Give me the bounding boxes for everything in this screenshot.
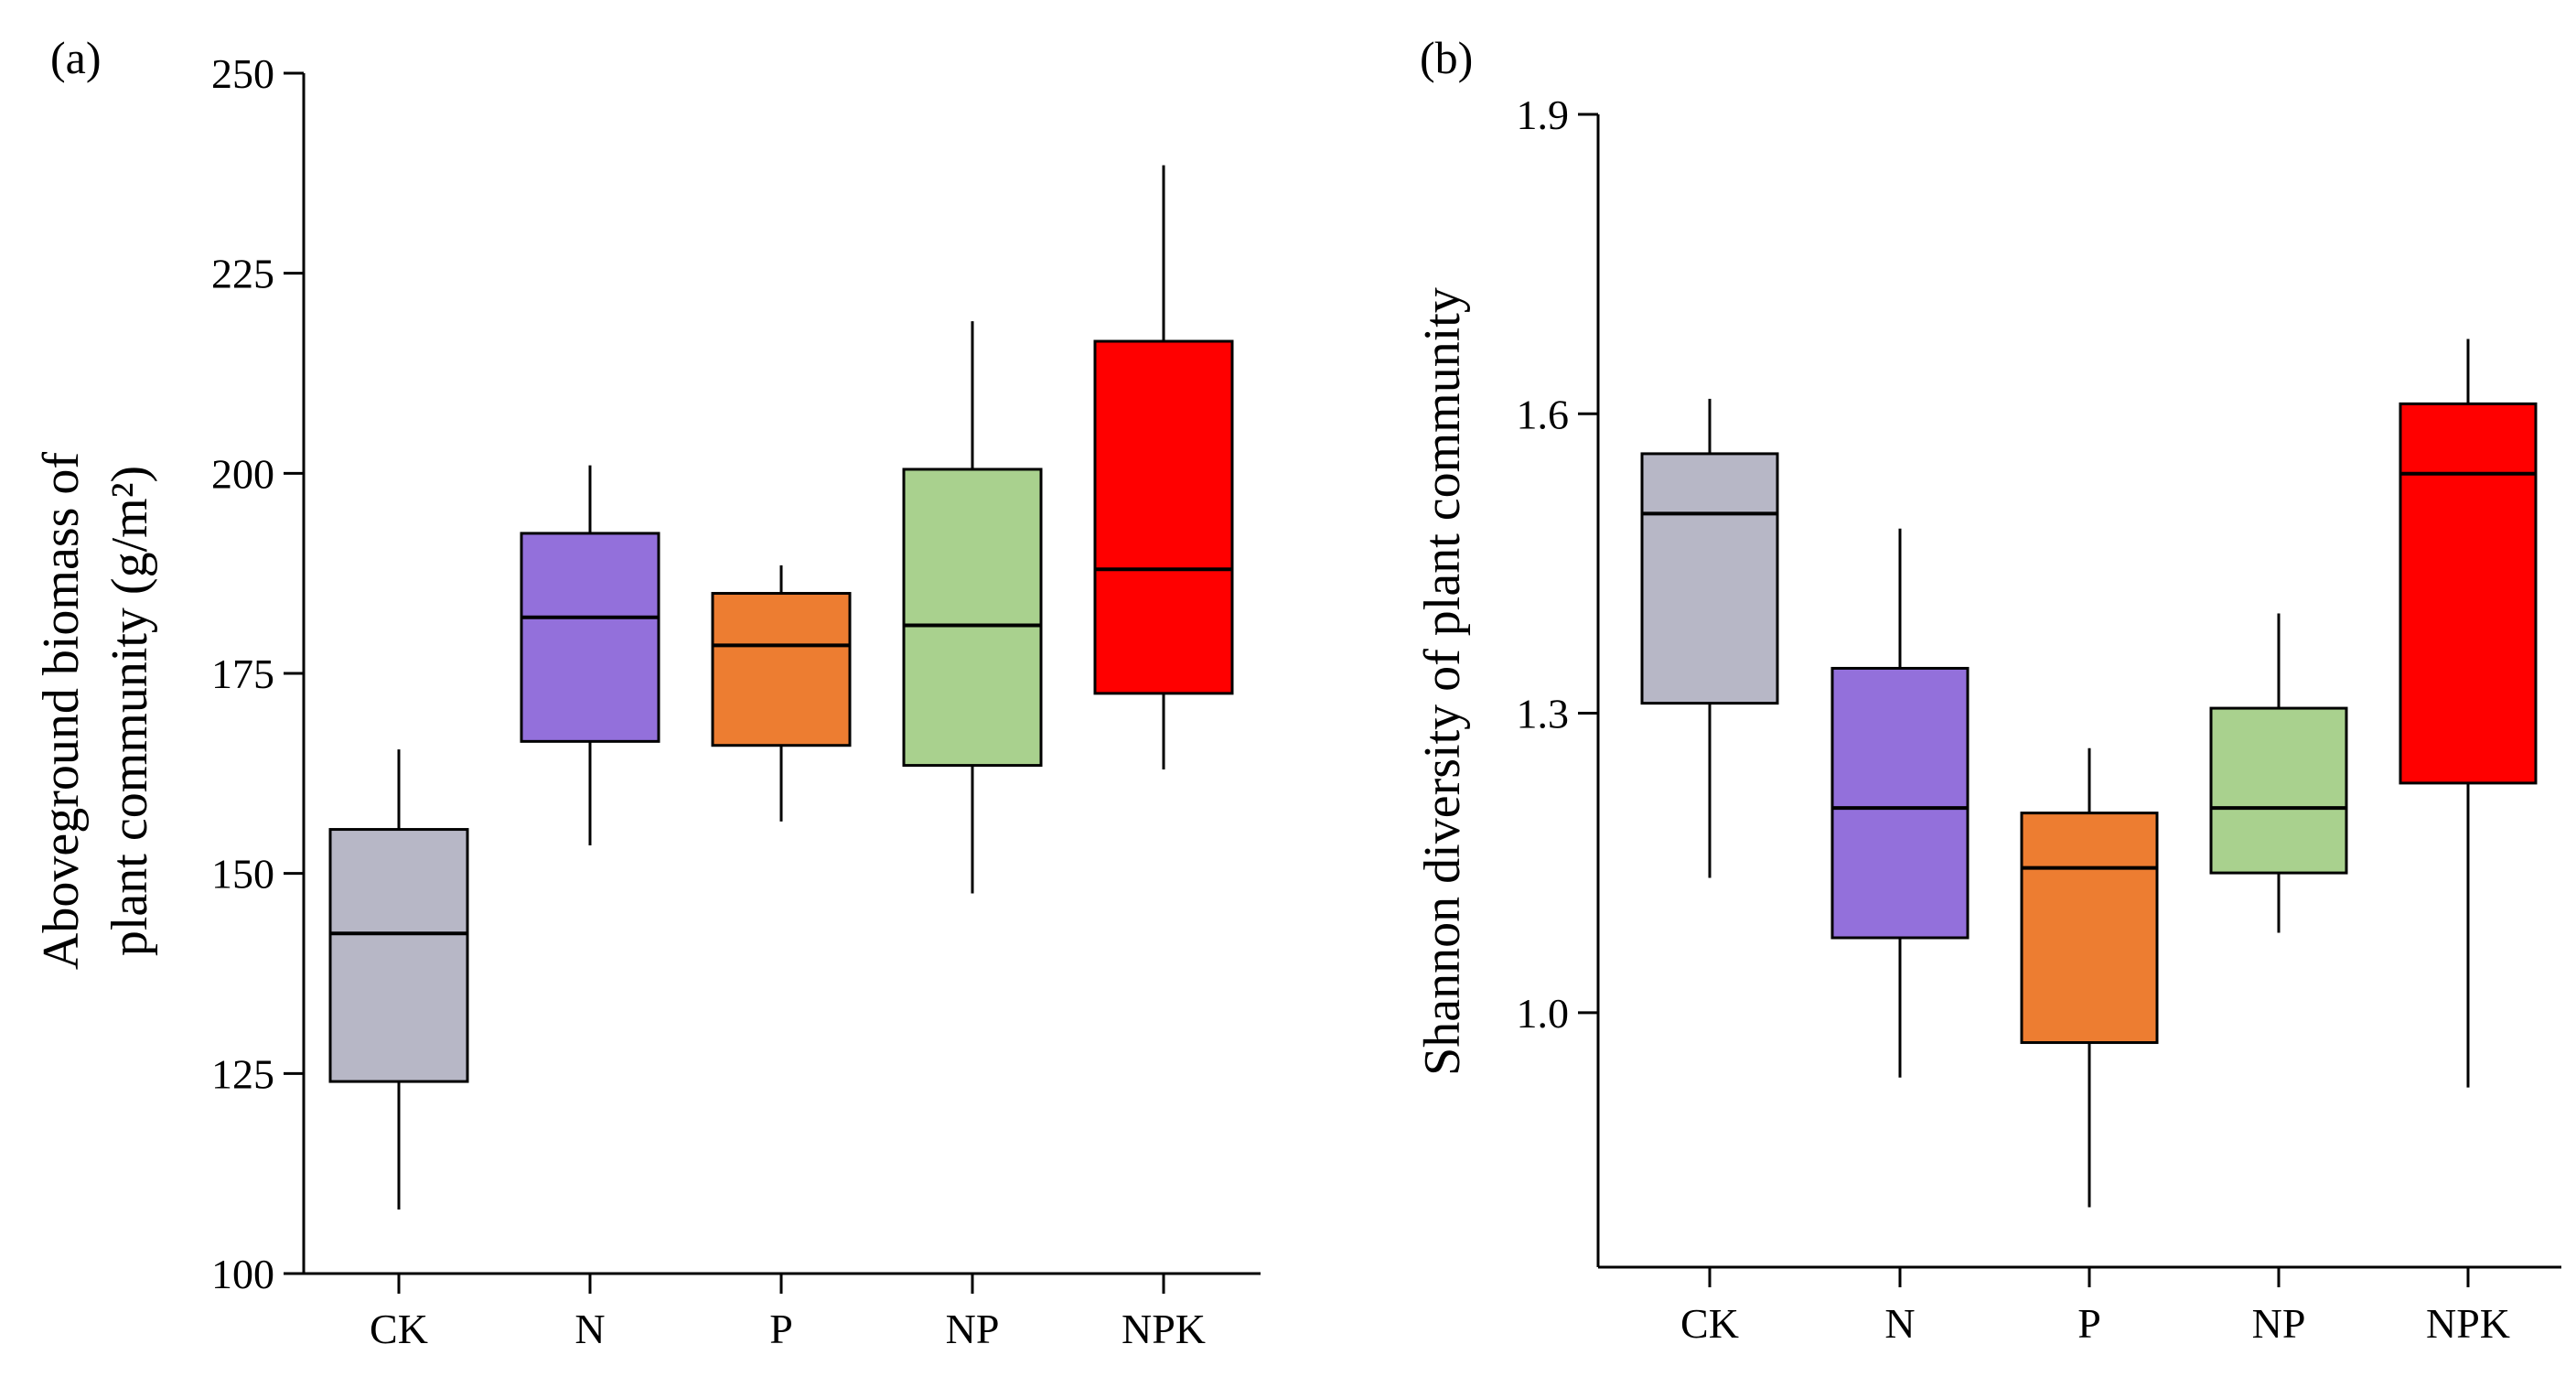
panel-a-biomass-boxplot: (a) Aboveground biomass of plant communi… bbox=[33, 32, 1261, 1352]
box-n bbox=[520, 465, 660, 846]
iqr-box bbox=[2399, 402, 2538, 785]
y-tick-label: 1.0 bbox=[1517, 990, 1570, 1037]
y-tick-label: 200 bbox=[211, 450, 274, 497]
y-tick-label: 100 bbox=[211, 1251, 274, 1297]
iqr-box bbox=[1640, 452, 1779, 705]
iqr-box bbox=[1093, 339, 1234, 695]
x-tick-label: NPK bbox=[2426, 1300, 2510, 1347]
x-tick-label: P bbox=[2077, 1300, 2101, 1347]
y-tick-label: 1.6 bbox=[1517, 391, 1570, 437]
panel-label-b: (b) bbox=[1420, 32, 1473, 83]
x-tick-label: CK bbox=[370, 1306, 428, 1352]
iqr-box bbox=[711, 592, 852, 747]
x-tick-label: NP bbox=[946, 1306, 1000, 1352]
y-tick-label: 225 bbox=[211, 251, 274, 297]
x-tick-label: NPK bbox=[1122, 1306, 1206, 1352]
x-tick-label: N bbox=[1884, 1300, 1915, 1347]
y-tick-label: 250 bbox=[211, 50, 274, 97]
iqr-box bbox=[520, 532, 660, 743]
iqr-box bbox=[1830, 666, 1970, 940]
iqr-box bbox=[328, 828, 469, 1083]
box-npk bbox=[2399, 339, 2538, 1088]
y-tick-label: 175 bbox=[211, 650, 274, 697]
box-p bbox=[711, 564, 852, 822]
x-tick-label: N bbox=[574, 1306, 605, 1352]
y-axis-title-a-line1: Aboveground biomass of bbox=[33, 452, 90, 971]
iqr-box bbox=[902, 468, 1043, 768]
x-tick-label: NP bbox=[2252, 1300, 2306, 1347]
y-tick-label: 150 bbox=[211, 851, 274, 898]
iqr-box bbox=[2020, 812, 2159, 1045]
box-ck bbox=[1640, 398, 1779, 878]
box-ck bbox=[328, 749, 469, 1210]
iqr-box bbox=[2209, 706, 2348, 875]
y-tick-label: 1.3 bbox=[1517, 691, 1570, 737]
y-axis-title-a-line2: plant community (g/m²) bbox=[102, 466, 158, 956]
y-tick-label: 1.9 bbox=[1517, 91, 1570, 138]
box-n bbox=[1830, 528, 1970, 1078]
box-np bbox=[902, 321, 1043, 894]
panel-label-a: (a) bbox=[50, 32, 102, 83]
y-axis-title-b: Shannon diversity of plant community bbox=[1414, 287, 1471, 1076]
box-p bbox=[2020, 747, 2159, 1208]
x-tick-label: P bbox=[769, 1306, 793, 1352]
x-tick-label: CK bbox=[1680, 1300, 1739, 1347]
panel-b-shannon-boxplot: (b) Shannon diversity of plant community… bbox=[1414, 32, 2561, 1347]
box-np bbox=[2209, 613, 2348, 933]
plot-area-b: 1.01.31.61.9CK N P NP NPK bbox=[1517, 91, 2561, 1347]
y-tick-label: 125 bbox=[211, 1050, 274, 1097]
box-npk bbox=[1093, 165, 1234, 769]
